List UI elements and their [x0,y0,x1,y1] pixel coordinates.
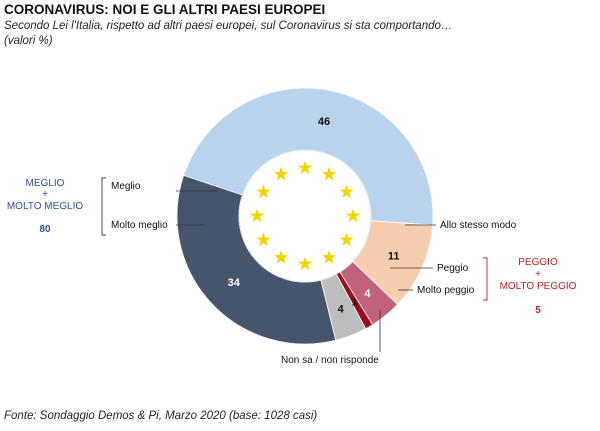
eu-star-icon [321,250,337,264]
slice-value-meglio: 46 [318,116,330,128]
bracket-peggio-group [483,257,488,301]
group-meglio-line1: MEGLIO [26,178,65,189]
slice-value-non-sa-non-risponde: 4 [338,303,345,315]
slice-callouts: Meglio Molto meglio Allo stesso modo Peg… [111,181,517,366]
group-peggio-total: 5 [535,305,541,316]
donut-slices [176,87,434,345]
group-meglio-line2: MOLTO MEGLIO [7,201,84,212]
eu-flag-emblem [238,149,372,283]
label-stesso-modo: Allo stesso modo [440,220,517,231]
slice-value-molto-meglio: 34 [228,277,241,289]
label-meglio: Meglio [111,181,141,192]
eu-star-icon [297,256,313,271]
eu-star-ring [249,160,361,271]
eu-star-icon [249,208,265,223]
label-molto-meglio: Molto meglio [111,220,168,231]
group-meglio-total: 80 [39,224,51,235]
eu-star-icon [273,250,289,264]
chart-source-note: Fonte: Sondaggio Demos & Pi, Marzo 2020 … [4,410,318,422]
slice-value-molto-peggio: 1 [352,297,358,309]
eu-star-icon [339,232,354,247]
group-peggio-line2: MOLTO PEGGIO [500,281,577,292]
label-molto-peggio: Molto peggio [417,285,475,296]
group-peggio-line1: PEGGIO [518,257,558,268]
eu-star-icon [256,232,271,247]
slice-value-allo-stesso-modo: 11 [388,250,400,262]
label-peggio: Peggio [437,263,469,274]
donut-center-hole [238,149,372,283]
eu-star-icon [256,184,271,199]
group-meglio-plus: + [42,189,48,200]
eu-star-icon [297,160,313,175]
label-non-sa: Non sa / non risponde [281,355,379,366]
slice-value-labels: 46 11 414 34 [228,116,400,315]
slice-value-peggio: 4 [364,288,371,300]
eu-star-icon [321,166,337,181]
chart-title: CORONAVIRUS: NOI E GLI ALTRI PAESI EUROP… [4,2,326,17]
group-peggio-plus: + [535,269,541,280]
chart-unit-note: (valori %) [4,35,53,47]
chart-subtitle: Secondo Lei l'Italia, rispetto ad altri … [4,20,453,32]
eu-star-icon [339,184,354,199]
bracket-meglio-group [101,177,106,236]
eu-star-icon [273,166,289,181]
eu-star-icon [345,208,361,223]
